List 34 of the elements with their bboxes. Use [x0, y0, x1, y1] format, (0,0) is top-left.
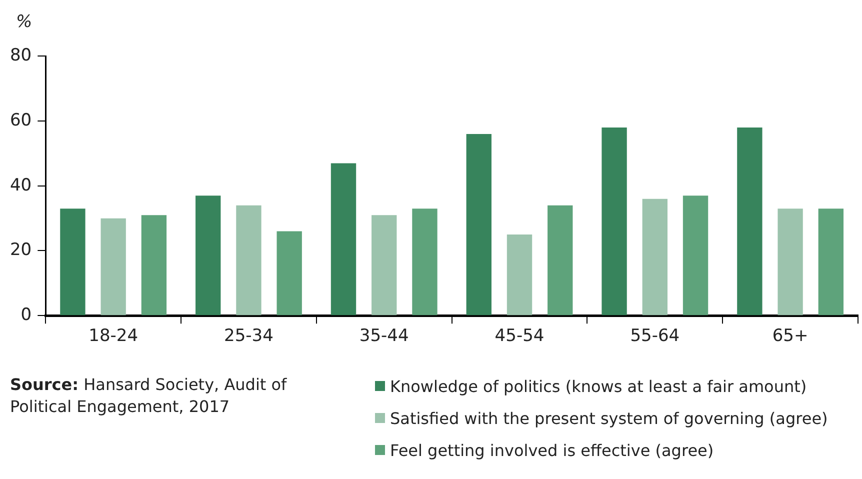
x-tick-label: 35-44	[359, 326, 409, 346]
y-tick-label: 20	[10, 240, 32, 260]
bar	[818, 208, 844, 316]
x-tick-label: 18-24	[88, 326, 138, 346]
bar	[60, 208, 86, 316]
legend-label: Knowledge of politics (knows at least a fair amount)	[390, 376, 807, 396]
y-tick-label: 60	[10, 110, 32, 130]
legend-label: Satisfied with the present system of governing (agree)	[390, 408, 828, 428]
bar	[642, 198, 668, 316]
x-tick-label: 55-64	[630, 326, 680, 346]
x-tick-label: 45-54	[494, 326, 544, 346]
y-tick-label: 80	[10, 46, 32, 66]
bar	[602, 128, 627, 316]
y-axis-title: %	[16, 12, 32, 32]
bar	[466, 134, 492, 316]
y-tick-label: 40	[10, 175, 32, 196]
bar	[778, 208, 803, 316]
bar	[141, 215, 167, 316]
source-note: Source: Hansard Society, Audit of Political Engagement, 2017	[10, 374, 288, 418]
bar	[506, 234, 532, 316]
bar	[412, 208, 438, 316]
bar	[100, 218, 126, 316]
bar	[682, 196, 708, 316]
bar	[196, 196, 221, 316]
bar	[236, 205, 262, 316]
bar	[276, 231, 302, 316]
y-tick-label: 0	[20, 305, 32, 326]
x-tick-label: 25-34	[224, 326, 274, 346]
bar	[372, 215, 397, 316]
x-tick-label: 65+	[772, 326, 808, 346]
bar	[548, 205, 573, 316]
bar	[330, 163, 356, 316]
legend-label: Feel getting involved is effective (agree)	[390, 440, 714, 460]
bar	[737, 128, 762, 316]
